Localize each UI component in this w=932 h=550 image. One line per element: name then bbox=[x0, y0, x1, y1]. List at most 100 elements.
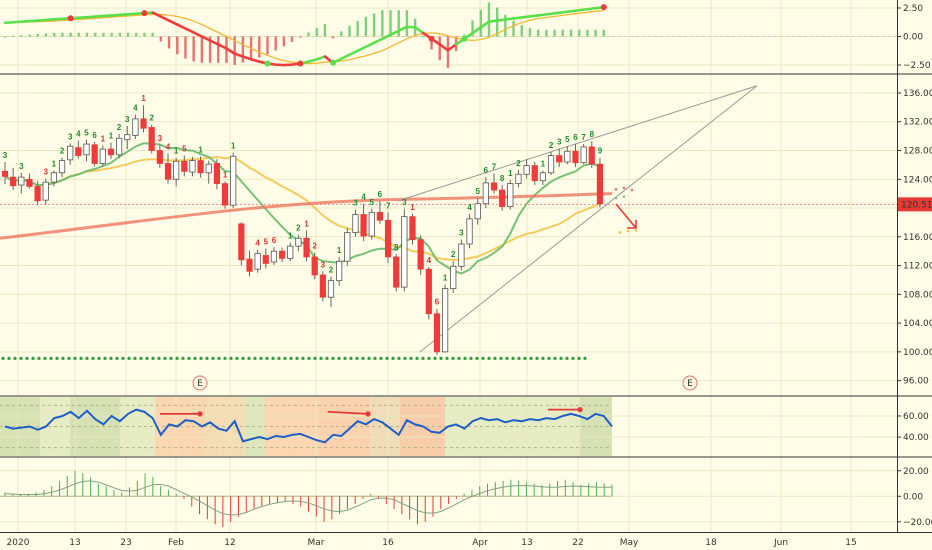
macd-histogram-bar bbox=[528, 28, 532, 37]
macd-line-segment bbox=[569, 8, 581, 13]
support-dot bbox=[307, 356, 311, 360]
candle-body bbox=[287, 245, 294, 259]
macd-line-segment bbox=[52, 17, 64, 21]
td-count-label: 1 bbox=[109, 132, 114, 141]
td-count-label: 2 bbox=[451, 250, 456, 259]
projection-dot bbox=[614, 188, 618, 191]
candle-body bbox=[124, 134, 131, 141]
time-axis-label: 18 bbox=[705, 538, 717, 548]
projection-dot bbox=[626, 229, 630, 233]
last-price-tag-label: 120.51 bbox=[901, 200, 932, 210]
support-dot bbox=[565, 356, 569, 360]
support-dot bbox=[481, 356, 485, 360]
support-dot bbox=[187, 356, 191, 360]
macd-line-segment bbox=[381, 33, 392, 41]
support-dot bbox=[121, 356, 125, 360]
macd-histogram-bar bbox=[356, 21, 359, 37]
candle-body bbox=[197, 160, 204, 174]
support-dot bbox=[253, 356, 257, 360]
macd-histogram-bar bbox=[364, 16, 368, 37]
td-count-label: 5 bbox=[84, 129, 89, 138]
candle-body bbox=[140, 118, 147, 129]
macd-line-segment bbox=[20, 19, 31, 23]
td-count-label: 4 bbox=[255, 239, 260, 248]
candle-body bbox=[221, 183, 229, 206]
macd-histogram-bar bbox=[561, 29, 564, 37]
wedge-lower-line bbox=[419, 85, 758, 353]
support-dot bbox=[127, 356, 131, 360]
support-dot bbox=[229, 356, 233, 360]
macd-line-segment bbox=[504, 17, 515, 21]
td-count-label: 1 bbox=[410, 203, 415, 212]
macd-line-segment bbox=[471, 26, 483, 35]
support-dot bbox=[49, 356, 53, 360]
price-tick-label: 132.00 bbox=[903, 118, 932, 128]
rsi-divergence-dot bbox=[197, 411, 203, 417]
macd-histogram-bar bbox=[176, 36, 179, 55]
support-dot bbox=[451, 356, 455, 360]
projection-dot bbox=[622, 186, 626, 190]
macd-histogram-bar bbox=[479, 9, 482, 37]
macd-line-segment bbox=[372, 37, 384, 45]
macd-line-segment bbox=[241, 55, 253, 61]
support-dot bbox=[463, 356, 467, 360]
support-dot bbox=[385, 356, 389, 360]
support-dot bbox=[7, 356, 11, 360]
support-dot bbox=[391, 356, 395, 360]
td-count-label: 2 bbox=[149, 114, 154, 123]
macd-histogram-bar bbox=[553, 29, 556, 37]
time-axis-label: 23 bbox=[120, 538, 131, 548]
td-count-label: 3 bbox=[68, 132, 73, 141]
wedge-upper-line bbox=[397, 85, 758, 202]
support-dot bbox=[265, 356, 269, 360]
rsi-divergence-dot bbox=[365, 411, 371, 417]
rsi-tick-label: 40.00 bbox=[903, 433, 929, 443]
macd-histogram-bar bbox=[184, 36, 187, 59]
macd-line-segment bbox=[249, 58, 261, 63]
macd-line-segment bbox=[340, 53, 351, 61]
candle-body bbox=[26, 178, 33, 187]
support-dot bbox=[247, 356, 251, 360]
moving-average-fast bbox=[4, 142, 601, 275]
td-count-label: 3 bbox=[402, 198, 407, 207]
macd-line-segment bbox=[216, 43, 228, 50]
macd-line-segment bbox=[3, 20, 15, 25]
candle-body bbox=[327, 280, 335, 298]
support-dot bbox=[577, 356, 581, 360]
candle-body bbox=[156, 150, 163, 164]
osc-tick-label: 20.00 bbox=[903, 467, 929, 477]
td-count-label: 6 bbox=[272, 236, 277, 245]
osc-tick-label: −20.00 bbox=[903, 518, 932, 528]
macd-line-segment bbox=[233, 52, 245, 58]
support-dot bbox=[205, 356, 209, 360]
td-count-label: 7 bbox=[386, 201, 391, 210]
candle-body bbox=[344, 232, 351, 262]
macd-line-segment bbox=[512, 16, 524, 20]
candle-body bbox=[531, 165, 538, 182]
support-dot bbox=[55, 356, 59, 360]
candle-body bbox=[441, 288, 449, 353]
macd-histogram-bar bbox=[389, 10, 392, 37]
macd-histogram-bar bbox=[520, 25, 523, 37]
candle-body bbox=[580, 146, 587, 164]
td-count-label: 1 bbox=[101, 134, 106, 143]
macd-histogram-bar bbox=[135, 32, 138, 37]
td-count-label: 6 bbox=[92, 131, 97, 140]
macd-line-segment bbox=[126, 12, 138, 16]
price-tick-label: 136.00 bbox=[903, 89, 932, 99]
time-axis-label: 22 bbox=[572, 538, 583, 548]
support-dot bbox=[217, 356, 221, 360]
candle-body bbox=[116, 137, 123, 156]
macd-histogram-bar bbox=[192, 36, 195, 62]
support-dot bbox=[19, 356, 23, 360]
support-dot bbox=[139, 356, 143, 360]
macd-histogram-bar bbox=[110, 32, 113, 37]
candle-body bbox=[482, 182, 489, 205]
support-dot bbox=[91, 356, 95, 360]
support-dot bbox=[373, 356, 377, 360]
macd-line-segment bbox=[11, 20, 23, 24]
candle-body bbox=[213, 163, 220, 184]
macd-line-segment bbox=[192, 31, 204, 38]
time-axis: 2020 13 23 Feb 12 Mar 16 Apr 13 22 May 18 Jun 15 bbox=[7, 538, 857, 548]
